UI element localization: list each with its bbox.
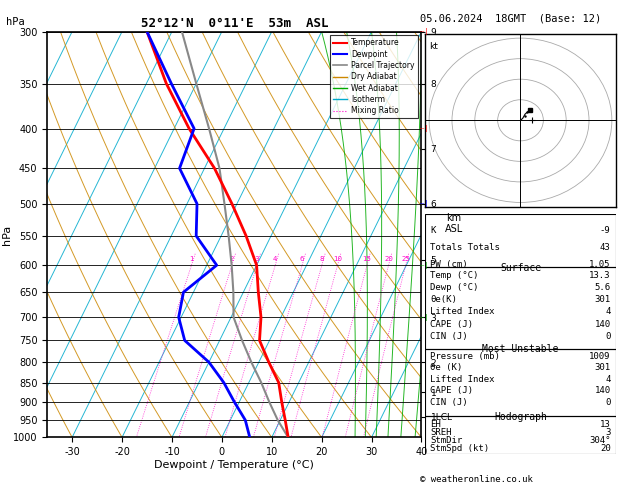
Y-axis label: km
ASL: km ASL: [445, 213, 463, 235]
Y-axis label: hPa: hPa: [1, 225, 11, 244]
Text: 4: 4: [273, 256, 277, 262]
Text: 140: 140: [594, 386, 611, 396]
Text: 4: 4: [605, 308, 611, 316]
Text: —|: —|: [420, 200, 428, 207]
Bar: [425, 214, 616, 267]
Text: 15: 15: [362, 256, 372, 262]
Text: EH: EH: [430, 420, 441, 429]
Text: 3: 3: [255, 256, 259, 262]
Text: 25: 25: [401, 256, 410, 262]
Text: -9: -9: [600, 226, 611, 235]
Text: CIN (J): CIN (J): [430, 398, 468, 407]
Text: —|: —|: [420, 313, 428, 321]
Text: hPa: hPa: [6, 17, 25, 27]
Text: CIN (J): CIN (J): [430, 332, 468, 341]
Text: kt: kt: [429, 42, 438, 51]
Text: θe (K): θe (K): [430, 364, 462, 372]
Text: —|: —|: [420, 28, 428, 35]
Text: 0: 0: [605, 398, 611, 407]
Text: —|: —|: [420, 262, 428, 269]
Text: 4: 4: [605, 375, 611, 384]
Text: 304°: 304°: [589, 436, 611, 445]
Text: 301: 301: [594, 364, 611, 372]
Text: Lifted Index: Lifted Index: [430, 375, 495, 384]
Text: 3: 3: [605, 428, 611, 437]
Text: 20: 20: [600, 444, 611, 453]
Text: 1: 1: [189, 256, 194, 262]
Text: Dewp (°C): Dewp (°C): [430, 283, 479, 292]
Text: 301: 301: [594, 295, 611, 304]
Title: 52°12'N  0°11'E  53m  ASL: 52°12'N 0°11'E 53m ASL: [140, 17, 328, 31]
Text: © weatheronline.co.uk: © weatheronline.co.uk: [420, 474, 533, 484]
Text: CAPE (J): CAPE (J): [430, 320, 474, 329]
Text: SREH: SREH: [430, 428, 452, 437]
Text: 43: 43: [600, 243, 611, 252]
Text: Hodograph: Hodograph: [494, 412, 547, 422]
Text: 20: 20: [384, 256, 393, 262]
Text: 13.3: 13.3: [589, 271, 611, 279]
Text: StmDir: StmDir: [430, 436, 462, 445]
Text: StmSpd (kt): StmSpd (kt): [430, 444, 489, 453]
Text: Most Unstable: Most Unstable: [482, 344, 559, 354]
Text: PW (cm): PW (cm): [430, 260, 468, 269]
Text: Temp (°C): Temp (°C): [430, 271, 479, 279]
Text: 10: 10: [333, 256, 342, 262]
Legend: Temperature, Dewpoint, Parcel Trajectory, Dry Adiabat, Wet Adiabat, Isotherm, Mi: Temperature, Dewpoint, Parcel Trajectory…: [330, 35, 418, 118]
Bar: [425, 416, 616, 454]
Text: Totals Totals: Totals Totals: [430, 243, 500, 252]
Bar: [425, 267, 616, 348]
Text: 1.05: 1.05: [589, 260, 611, 269]
Text: —|: —|: [420, 125, 428, 132]
Text: Pressure (mb): Pressure (mb): [430, 352, 500, 361]
Text: θe(K): θe(K): [430, 295, 457, 304]
Text: 5.6: 5.6: [594, 283, 611, 292]
Text: K: K: [430, 226, 436, 235]
Text: Lifted Index: Lifted Index: [430, 308, 495, 316]
Text: 140: 140: [594, 320, 611, 329]
Text: 2: 2: [230, 256, 234, 262]
Text: 0: 0: [605, 332, 611, 341]
X-axis label: Dewpoint / Temperature (°C): Dewpoint / Temperature (°C): [154, 460, 314, 470]
Bar: [425, 348, 616, 416]
Text: 6: 6: [300, 256, 304, 262]
Text: Surface: Surface: [500, 263, 541, 273]
Text: 13: 13: [600, 420, 611, 429]
Text: 05.06.2024  18GMT  (Base: 12): 05.06.2024 18GMT (Base: 12): [420, 14, 601, 24]
Text: 8: 8: [320, 256, 324, 262]
Text: 1009: 1009: [589, 352, 611, 361]
Text: CAPE (J): CAPE (J): [430, 386, 474, 396]
